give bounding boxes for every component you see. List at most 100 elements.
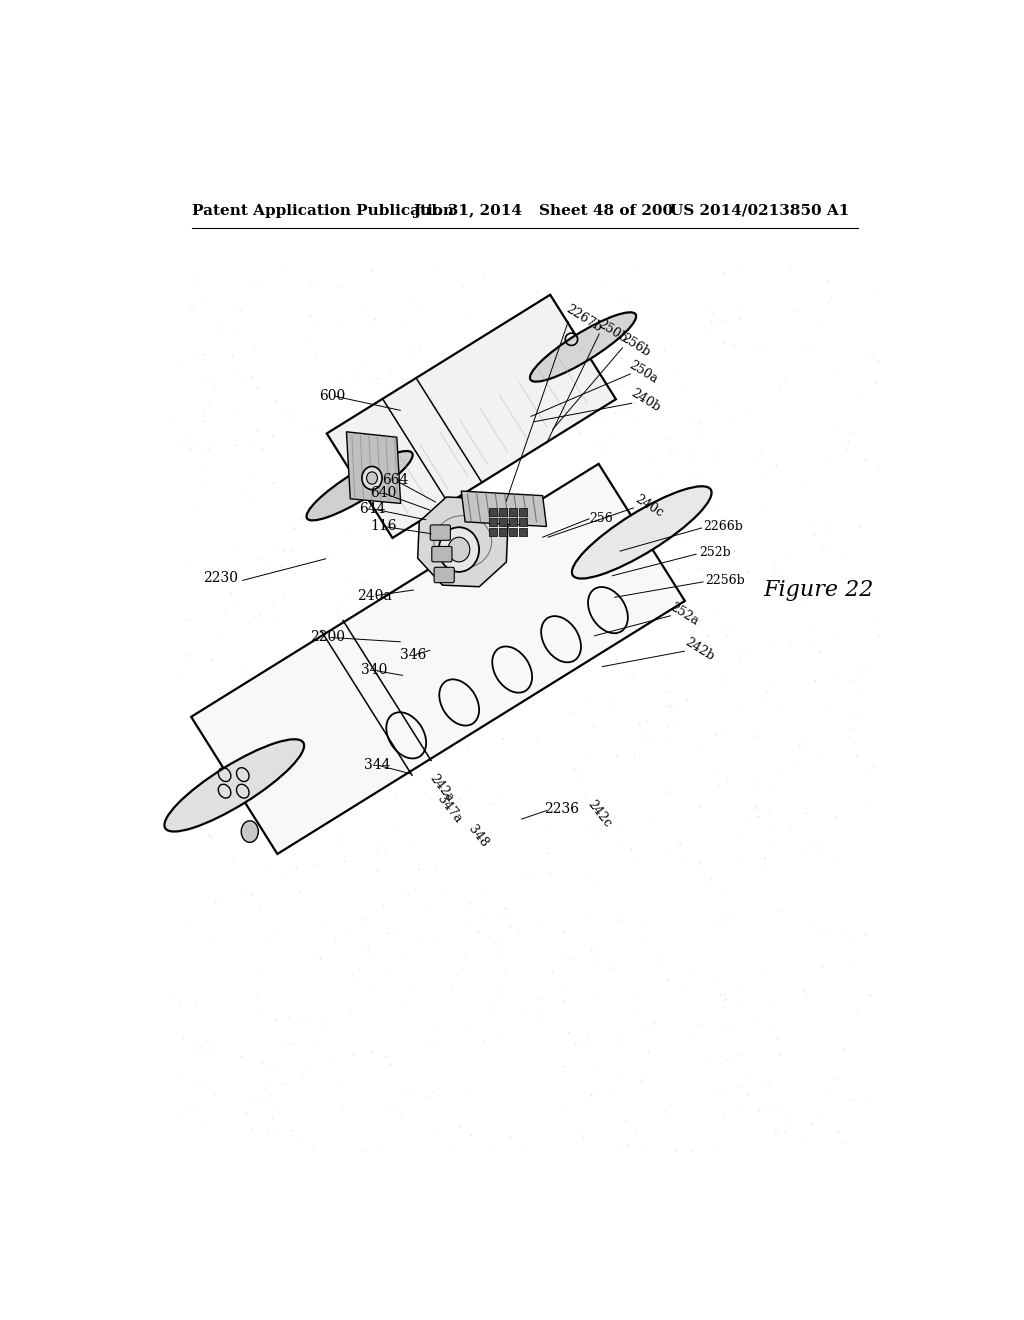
Point <box>752 1100 768 1121</box>
Point <box>826 851 843 873</box>
Point <box>570 655 587 676</box>
Point <box>613 820 630 841</box>
Point <box>379 917 395 939</box>
Point <box>184 296 201 317</box>
Point <box>840 430 856 451</box>
Point <box>679 690 695 711</box>
Point <box>198 1030 214 1051</box>
Point <box>332 590 348 611</box>
Point <box>305 1135 322 1156</box>
Point <box>425 1125 441 1146</box>
Point <box>718 624 734 645</box>
Point <box>383 359 399 380</box>
Point <box>692 853 709 874</box>
Point <box>379 923 395 944</box>
Point <box>610 1036 627 1057</box>
Point <box>261 553 278 574</box>
Point <box>358 354 375 375</box>
Point <box>541 288 557 309</box>
Point <box>265 426 282 447</box>
Point <box>625 407 641 428</box>
Point <box>354 1140 371 1162</box>
Point <box>274 260 291 281</box>
Point <box>826 1068 843 1089</box>
Point <box>718 1049 734 1071</box>
Point <box>273 556 290 577</box>
Point <box>518 638 535 659</box>
Point <box>245 743 261 764</box>
Point <box>309 713 326 734</box>
Text: 2266b: 2266b <box>703 520 743 533</box>
Point <box>768 455 784 477</box>
Point <box>574 767 591 788</box>
Point <box>250 420 266 441</box>
Point <box>462 1081 478 1102</box>
Point <box>265 754 282 775</box>
Point <box>845 718 861 739</box>
Point <box>760 1073 776 1094</box>
Point <box>233 1047 250 1068</box>
Point <box>818 524 835 545</box>
Point <box>376 895 392 916</box>
Point <box>346 1044 362 1065</box>
Point <box>176 816 193 837</box>
Point <box>583 814 599 836</box>
Point <box>205 1043 221 1064</box>
Text: 256: 256 <box>589 512 612 525</box>
Point <box>770 696 786 717</box>
Point <box>232 300 249 321</box>
Point <box>265 591 282 612</box>
Point <box>328 932 344 953</box>
Text: 242b: 242b <box>683 636 717 664</box>
Point <box>243 731 259 752</box>
Point <box>820 292 837 313</box>
Point <box>569 1122 586 1143</box>
Point <box>482 997 499 1018</box>
Point <box>351 960 368 981</box>
Point <box>854 383 870 404</box>
Point <box>541 842 557 863</box>
Point <box>512 1006 528 1027</box>
Point <box>673 609 689 630</box>
Point <box>495 729 511 750</box>
Point <box>362 393 379 414</box>
Text: Jul. 31, 2014: Jul. 31, 2014 <box>414 203 522 218</box>
Point <box>402 290 419 312</box>
Text: 2267b: 2267b <box>563 302 604 334</box>
Point <box>244 367 260 388</box>
Point <box>463 1125 479 1146</box>
Point <box>294 1064 310 1085</box>
Point <box>736 640 753 661</box>
Point <box>605 429 622 450</box>
Point <box>668 1140 684 1162</box>
Point <box>193 286 209 308</box>
Point <box>505 582 521 603</box>
Point <box>425 422 441 444</box>
Point <box>750 1010 766 1031</box>
Point <box>261 686 278 708</box>
Point <box>374 605 390 626</box>
Point <box>839 440 855 461</box>
Point <box>692 412 709 433</box>
Point <box>778 370 795 391</box>
Point <box>365 944 381 965</box>
Point <box>701 301 718 322</box>
Point <box>610 375 627 396</box>
Point <box>248 276 264 297</box>
Point <box>716 263 732 284</box>
Point <box>529 731 546 752</box>
Point <box>368 610 384 631</box>
Point <box>563 354 580 375</box>
Point <box>482 793 499 814</box>
Point <box>752 337 768 358</box>
Point <box>394 644 411 665</box>
Point <box>196 403 212 424</box>
Point <box>200 1044 216 1065</box>
Point <box>471 339 487 360</box>
Point <box>571 422 588 444</box>
Point <box>748 796 764 817</box>
Point <box>556 921 572 942</box>
Point <box>484 1134 501 1155</box>
Point <box>505 412 521 433</box>
Point <box>733 1097 750 1118</box>
